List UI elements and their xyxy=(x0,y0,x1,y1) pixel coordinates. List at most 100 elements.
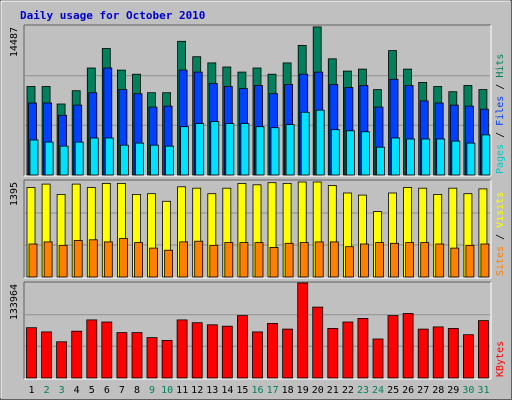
bar-kbytes-day-16 xyxy=(252,331,263,379)
x-tick-label-3: 3 xyxy=(59,385,65,396)
bar-pages-day-24 xyxy=(376,146,385,176)
bar-pages-day-9 xyxy=(150,144,159,176)
bar-sites-day-17 xyxy=(269,246,279,278)
bar-pages-day-23 xyxy=(360,131,370,176)
x-tick-label-29: 29 xyxy=(447,385,459,396)
x-tick-label-18: 18 xyxy=(282,385,294,396)
bar-pages-day-13 xyxy=(210,121,220,176)
bar-sites-day-16 xyxy=(254,242,264,278)
panel-kbytes: 133964 KBytes xyxy=(9,281,506,380)
x-tick-label-15: 15 xyxy=(236,385,248,396)
x-tick-label-26: 26 xyxy=(402,385,414,396)
bar-pages-day-25 xyxy=(391,137,400,176)
bar-sites-day-7 xyxy=(119,238,128,278)
y-max-label: 1395 xyxy=(9,182,20,206)
x-tick-label-4: 4 xyxy=(74,385,80,396)
bar-pages-day-30 xyxy=(466,142,476,176)
x-axis-labels: 1 2 3 4 5 6 7 8 9 10 11 12 13 14 15 16 17 18 19 20 21 22 23 24 2… xyxy=(28,385,489,396)
legend-entry: / xyxy=(495,78,506,96)
bar-sites-day-21 xyxy=(329,241,339,278)
bar-kbytes-day-17 xyxy=(267,322,278,379)
bar-pages-day-26 xyxy=(406,138,416,176)
legend-entry: Pages xyxy=(495,144,506,174)
bar-sites-day-28 xyxy=(435,243,445,278)
panel-pages-files-hits: 14487 Pages / Files / Hits xyxy=(9,24,506,177)
x-tick-label-30: 30 xyxy=(462,385,474,396)
legend-entry: Sites xyxy=(495,246,506,276)
bar-kbytes-day-10 xyxy=(161,339,173,379)
bar-kbytes-day-5 xyxy=(86,319,98,379)
bar-sites-day-2 xyxy=(43,241,53,278)
bar-kbytes-day-24 xyxy=(372,338,384,379)
legend-entry: / xyxy=(495,126,506,144)
x-tick-label-10: 10 xyxy=(161,385,173,396)
x-tick-label-11: 11 xyxy=(176,385,188,396)
bar-pages-day-19 xyxy=(300,111,310,176)
bar-kbytes-day-12 xyxy=(191,322,203,379)
bar-sites-day-5 xyxy=(88,239,98,278)
bar-pages-day-17 xyxy=(270,127,280,176)
bar-sites-day-15 xyxy=(239,242,249,278)
bar-kbytes-day-6 xyxy=(101,321,113,379)
bar-kbytes-day-25 xyxy=(387,315,399,379)
bar-pages-day-27 xyxy=(421,138,431,176)
x-tick-label-6: 6 xyxy=(104,385,110,396)
x-tick-label-5: 5 xyxy=(89,385,95,396)
bar-pages-day-22 xyxy=(345,130,355,176)
bar-sites-day-1 xyxy=(28,243,38,278)
bar-pages-day-11 xyxy=(180,126,190,176)
bar-pages-day-15 xyxy=(240,123,250,176)
bar-kbytes-day-1 xyxy=(26,327,37,379)
bar-kbytes-day-26 xyxy=(402,313,414,379)
bar-kbytes-day-18 xyxy=(282,328,294,379)
bar-kbytes-day-3 xyxy=(56,341,67,379)
legend-entry: KBytes xyxy=(495,341,506,377)
bar-sites-day-13 xyxy=(209,244,219,278)
y-max-label: 133964 xyxy=(9,284,20,320)
legend-entry: Visits xyxy=(495,192,506,228)
bar-pages-day-1 xyxy=(29,139,39,176)
bar-pages-day-2 xyxy=(44,141,54,176)
bar-kbytes-day-27 xyxy=(417,328,429,379)
bar-kbytes-day-13 xyxy=(206,324,218,379)
x-tick-label-28: 28 xyxy=(432,385,444,396)
bar-pages-day-8 xyxy=(135,142,144,176)
bar-pages-day-29 xyxy=(451,140,461,176)
bar-kbytes-day-9 xyxy=(146,337,158,379)
bar-pages-day-31 xyxy=(481,134,491,176)
legend: Sites / Visits xyxy=(495,192,506,276)
x-tick-label-17: 17 xyxy=(267,385,279,396)
x-tick-label-13: 13 xyxy=(206,385,218,396)
bar-sites-day-26 xyxy=(405,242,415,278)
x-tick-label-12: 12 xyxy=(191,385,203,396)
bar-pages-day-5 xyxy=(89,137,99,176)
bar-pages-day-10 xyxy=(165,145,175,176)
bar-kbytes-day-23 xyxy=(357,317,369,379)
x-tick-label-7: 7 xyxy=(119,385,125,396)
bar-pages-day-14 xyxy=(225,123,235,176)
legend-entry: / xyxy=(495,228,506,246)
x-tick-label-31: 31 xyxy=(477,385,489,396)
bar-sites-day-30 xyxy=(465,244,475,278)
x-tick-label-23: 23 xyxy=(357,385,369,396)
bar-sites-day-25 xyxy=(390,242,399,278)
x-tick-label-21: 21 xyxy=(327,385,339,396)
x-tick-label-22: 22 xyxy=(342,385,354,396)
x-tick-label-25: 25 xyxy=(387,385,399,396)
bar-kbytes-day-29 xyxy=(447,327,459,379)
bar-kbytes-day-20 xyxy=(312,306,324,379)
bar-sites-day-3 xyxy=(58,244,68,278)
bar-sites-day-14 xyxy=(224,242,234,278)
x-tick-label-16: 16 xyxy=(251,385,263,396)
bar-pages-day-7 xyxy=(120,144,129,176)
bar-sites-day-8 xyxy=(134,242,143,278)
bar-kbytes-day-14 xyxy=(221,325,233,379)
bar-kbytes-day-15 xyxy=(236,315,248,379)
bar-kbytes-day-11 xyxy=(176,319,188,379)
bar-kbytes-day-8 xyxy=(131,332,143,379)
bar-kbytes-day-4 xyxy=(71,330,83,379)
x-tick-label-19: 19 xyxy=(297,385,309,396)
x-tick-label-9: 9 xyxy=(149,385,155,396)
chart-title: Daily usage for October 2010 xyxy=(20,9,205,22)
